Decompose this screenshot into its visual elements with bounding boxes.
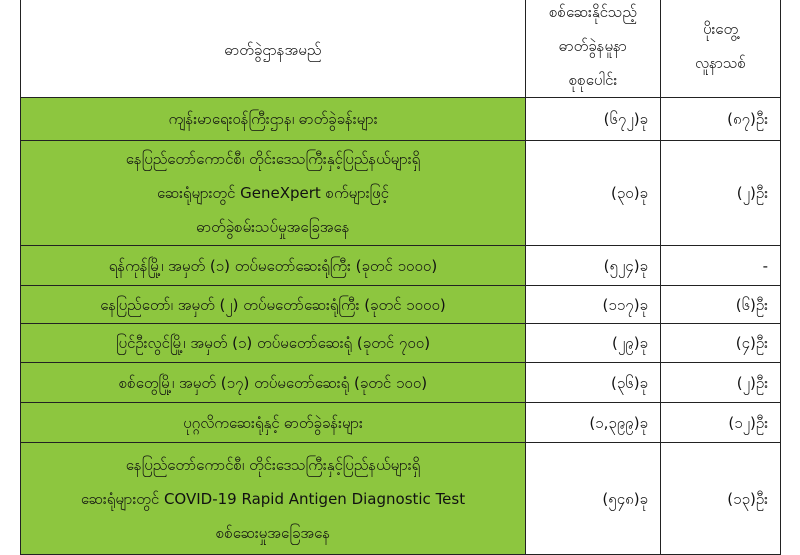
report-table: ဓာတ်ခွဲဌာနအမည် စစ်ဆေးနိုင်သည့်ဓာတ်ခွဲနမူန…	[20, 0, 781, 555]
cell-text: ဓာတ်ခွဲနမူနာ	[559, 37, 627, 55]
table-row: ပုဂ္ဂလိကဆေးရုံနှင့် ဓာတ်ခွဲခန်းများ (၁,၃၉…	[20, 402, 781, 443]
cell-text: (၅၄၈)ခု	[602, 489, 648, 508]
cell-text: ရန်ကုန်မြို့၊ အမှတ် (၁) တပ်မတော်ဆေးရုံကြ…	[108, 256, 438, 275]
cell-text: (၃၆)ခု	[610, 373, 648, 392]
cell-text: နေပြည်တော်၊ အမှတ် (၂) တပ်မတော်ဆေးရုံကြီး…	[100, 295, 446, 314]
cell-text: (၄)ဦး	[735, 334, 768, 352]
table-cell: ပြင်ဦးလွင်မြို့၊ အမှတ် (၁) တပ်မတော်ဆေးရု…	[20, 323, 526, 363]
table-cell: (၁,၃၉၉)ခု	[525, 402, 661, 443]
table-cell: (၆)ဦး	[660, 285, 781, 324]
cell-text: ပုဂ္ဂလိကဆေးရုံနှင့် ဓာတ်ခွဲခန်းများ	[183, 413, 363, 432]
cell-text: ဆေးရုံများတွင် COVID-19 Rapid Antigen Di…	[80, 489, 466, 508]
cell-text: ဓာတ်ခွဲဌာနအမည်	[224, 41, 322, 59]
table-cell: နေပြည်တော်၊ အမှတ် (၂) တပ်မတော်ဆေးရုံကြီး…	[20, 285, 526, 324]
table-row: နေပြည်တော်၊ အမှတ် (၂) တပ်မတော်ဆေးရုံကြီး…	[20, 285, 781, 324]
cell-text: (၂)ဦး	[736, 184, 768, 202]
header-cell: စစ်ဆေးနိုင်သည့်ဓာတ်ခွဲနမူနာစုစုပေါင်း	[525, 0, 661, 98]
cell-text: နေပြည်တော်ကောင်စီ၊ တိုင်းဒေသကြီးနှင့်ပြည…	[125, 150, 421, 168]
table-cell: (၂)ဦး	[660, 362, 781, 403]
table-row: နေပြည်တော်ကောင်စီ၊ တိုင်းဒေသကြီးနှင့်ပြည…	[20, 442, 781, 555]
table-cell: (၅၂၄)ခု	[525, 245, 661, 286]
cell-text: (၆)ဦး	[735, 295, 768, 314]
cell-text: ပြင်ဦးလွင်မြို့၊ အမှတ် (၁) တပ်မတော်ဆေးရု…	[115, 334, 431, 352]
table-cell: (၂)ဦး	[660, 140, 781, 246]
cell-text: လူနာသစ်	[695, 54, 746, 72]
cell-text: (၂)ဦး	[736, 373, 768, 392]
cell-text: (၁၁၇)ခု	[602, 295, 648, 314]
cell-text: -	[762, 256, 768, 275]
cell-text: ဆေးရုံများတွင် GeneXpert စက်များဖြင့်	[157, 184, 389, 202]
cell-text: (၆၇၂)ခု	[603, 110, 648, 128]
table-cell: -	[660, 245, 781, 286]
table-cell: ကျန်းမာရေးဝန်ကြီးဌာန၊ ဓာတ်ခွဲခန်းများ	[20, 97, 526, 141]
table-row: စစ်တွေမြို့၊ အမှတ် (၁၇) တပ်မတော်ဆေးရုံ (…	[20, 362, 781, 403]
table-cell: (၈၇)ဦး	[660, 97, 781, 141]
table-cell: ရန်ကုန်မြို့၊ အမှတ် (၁) တပ်မတော်ဆေးရုံကြ…	[20, 245, 526, 286]
cell-text: စုစုပေါင်း	[568, 71, 618, 89]
cell-text: ကျန်းမာရေးဝန်ကြီးဌာန၊ ဓာတ်ခွဲခန်းများ	[168, 110, 378, 128]
cell-text: (၁၃)ဦး	[727, 489, 768, 508]
cell-text: နေပြည်တော်ကောင်စီ၊ တိုင်းဒေသကြီးနှင့်ပြည…	[125, 455, 421, 474]
header-cell: ပိုးတွေ့လူနာသစ်	[660, 0, 781, 98]
table-row: ပြင်ဦးလွင်မြို့၊ အမှတ် (၁) တပ်မတော်ဆေးရု…	[20, 323, 781, 363]
cell-text: (၁,၃၉၉)ခု	[589, 413, 648, 432]
table-cell: ပုဂ္ဂလိကဆေးရုံနှင့် ဓာတ်ခွဲခန်းများ	[20, 402, 526, 443]
table-row: ကျန်းမာရေးဝန်ကြီးဌာန၊ ဓာတ်ခွဲခန်းများ (၆၇…	[20, 97, 781, 141]
table-row: နေပြည်တော်ကောင်စီ၊ တိုင်းဒေသကြီးနှင့်ပြည…	[20, 140, 781, 246]
report-table-wrap: ဓာတ်ခွဲဌာနအမည် စစ်ဆေးနိုင်သည့်ဓာတ်ခွဲနမူန…	[20, 0, 781, 555]
cell-text: ဓာတ်ခွဲစမ်းသပ်မှုအခြေအနေ	[196, 218, 350, 236]
table-cell: နေပြည်တော်ကောင်စီ၊ တိုင်းဒေသကြီးနှင့်ပြည…	[20, 140, 526, 246]
table-cell: (၁၁၇)ခု	[525, 285, 661, 324]
cell-text: (၁၂)ဦး	[728, 413, 768, 432]
table-cell: (၁၃)ဦး	[660, 442, 781, 555]
header-row: ဓာတ်ခွဲဌာနအမည် စစ်ဆေးနိုင်သည့်ဓာတ်ခွဲနမူန…	[20, 0, 781, 98]
table-cell: (၄)ဦး	[660, 323, 781, 363]
cell-text: (၅၂၄)ခု	[603, 256, 648, 275]
table-cell: (၁၂)ဦး	[660, 402, 781, 443]
cell-text: (၂၉)ခု	[612, 334, 648, 352]
cell-text: (၃၀)ခု	[610, 184, 648, 202]
cell-text: စစ်ဆေးနိုင်သည့်	[549, 3, 637, 21]
cell-text: စစ်တွေမြို့၊ အမှတ် (၁၇) တပ်မတော်ဆေးရုံ (…	[118, 373, 428, 392]
table-row: ရန်ကုန်မြို့၊ အမှတ် (၁) တပ်မတော်ဆေးရုံကြ…	[20, 245, 781, 286]
table-cell: စစ်တွေမြို့၊ အမှတ် (၁၇) တပ်မတော်ဆေးရုံ (…	[20, 362, 526, 403]
table-cell: (၃၆)ခု	[525, 362, 661, 403]
table-cell: (၃၀)ခု	[525, 140, 661, 246]
cell-text: ပိုးတွေ့	[702, 20, 739, 38]
table-cell: နေပြည်တော်ကောင်စီ၊ တိုင်းဒေသကြီးနှင့်ပြည…	[20, 442, 526, 555]
cell-text: စစ်ဆေးမှုအခြေအနေ	[215, 523, 331, 542]
table-body: ဓာတ်ခွဲဌာနအမည် စစ်ဆေးနိုင်သည့်ဓာတ်ခွဲနမူန…	[20, 0, 781, 555]
table-cell: (၆၇၂)ခု	[525, 97, 661, 141]
cell-text: (၈၇)ဦး	[727, 110, 768, 128]
table-cell: (၂၉)ခု	[525, 323, 661, 363]
table-cell: (၅၄၈)ခု	[525, 442, 661, 555]
header-cell: ဓာတ်ခွဲဌာနအမည်	[20, 0, 526, 98]
